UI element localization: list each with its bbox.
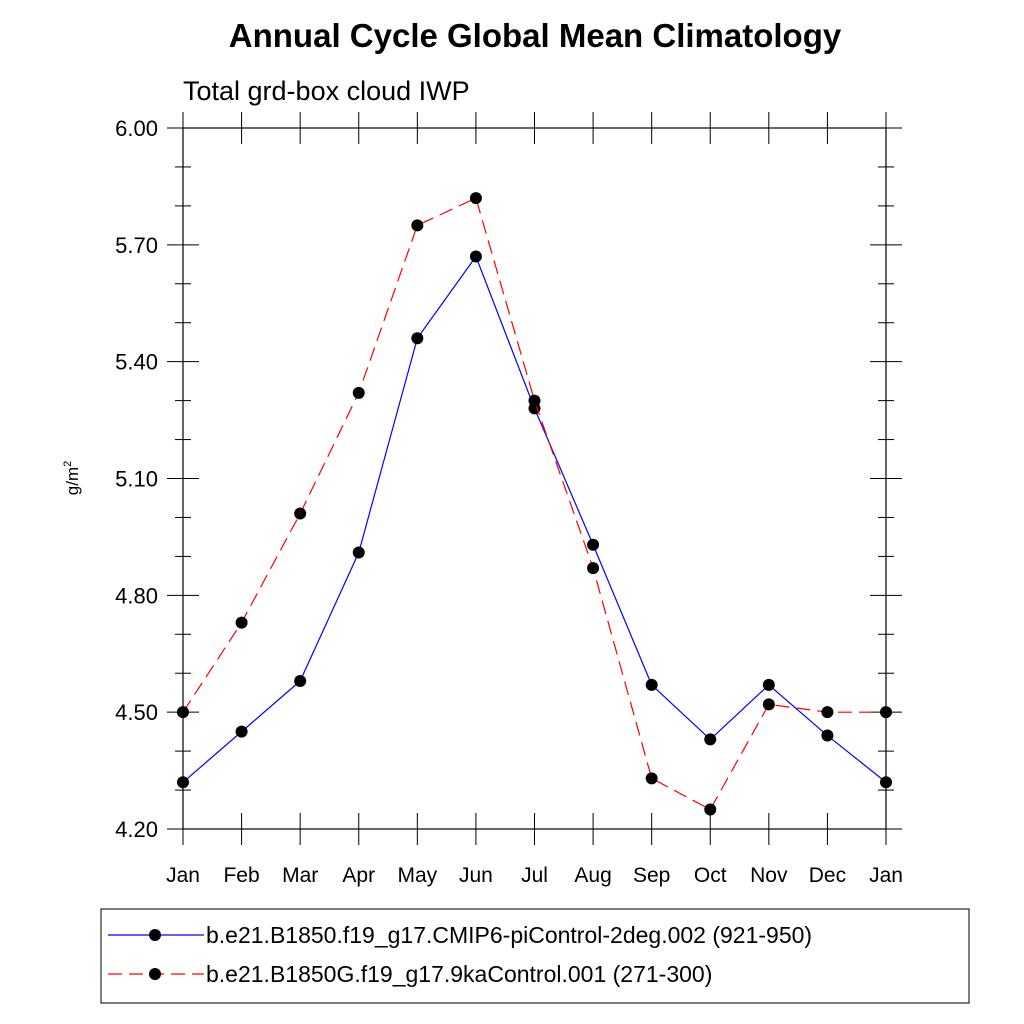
data-point — [587, 538, 600, 551]
x-tick-label: Oct — [694, 864, 727, 887]
y-tick-label: 5.40 — [115, 350, 158, 375]
x-tick-label: Aug — [574, 864, 611, 887]
data-point — [469, 192, 482, 205]
data-point — [352, 386, 365, 399]
data-point — [587, 562, 600, 575]
x-tick-label: Feb — [223, 864, 259, 887]
data-point — [294, 507, 307, 520]
data-point — [704, 803, 717, 816]
x-tick-label: Dec — [809, 864, 846, 887]
y-tick-label: 6.00 — [115, 116, 158, 141]
data-point — [880, 706, 892, 719]
legend-box — [100, 908, 970, 1004]
series-line — [182, 197, 886, 811]
data-point — [704, 733, 717, 746]
data-point — [235, 616, 248, 629]
legend-label: b.e21.B1850.f19_g17.CMIP6-piControl-2deg… — [206, 922, 812, 948]
x-tick-label: Jan — [869, 864, 903, 887]
y-tick-label: 4.20 — [115, 817, 158, 842]
x-tick-label: Sep — [633, 864, 670, 887]
x-tick-label: Apr — [342, 864, 375, 887]
y-axis-label-text: g/m — [63, 467, 82, 495]
series-layer — [177, 192, 892, 816]
y-tick-label: 5.10 — [115, 467, 158, 492]
x-tick-label: Jul — [521, 864, 548, 887]
y-tick-label: 5.70 — [115, 233, 158, 258]
data-point — [177, 706, 189, 719]
data-point — [821, 729, 834, 742]
legend-marker — [149, 929, 161, 941]
data-point — [528, 394, 541, 407]
data-point — [235, 725, 248, 738]
data-point — [294, 675, 307, 688]
x-tick-label: Nov — [750, 864, 788, 887]
data-point — [880, 776, 892, 789]
series-1 — [177, 192, 892, 816]
data-point — [821, 706, 834, 719]
data-point — [762, 678, 775, 691]
series-line — [182, 255, 887, 783]
plot-frame — [182, 127, 887, 830]
data-point — [411, 332, 424, 345]
y-tick-label: 4.80 — [115, 583, 158, 608]
x-tick-label: Mar — [282, 864, 318, 887]
chart-subtitle: Total grd-box cloud IWP — [183, 76, 470, 106]
plot-axes: 4.20 4.50 4.80 5.10 5.40 5.70 6.00 Jan Feb Mar Apr… — [115, 112, 903, 887]
y-axis-label-superscript: 2 — [62, 461, 74, 467]
y-tick-label: 4.50 — [115, 700, 158, 725]
data-point — [469, 250, 482, 263]
data-point — [352, 546, 365, 559]
x-tick-label: May — [397, 864, 437, 887]
legend-label: b.e21.B1850G.f19_g17.9kaControl.001 (271… — [206, 961, 712, 987]
data-point — [645, 772, 658, 785]
data-point — [645, 678, 658, 691]
x-tick-label: Jan — [166, 864, 200, 887]
data-point — [411, 219, 424, 232]
legend-marker — [149, 968, 161, 980]
data-point — [177, 776, 189, 789]
x-tick-label: Jun — [459, 864, 493, 887]
y-axis-label: g/m2 — [62, 461, 82, 495]
series-0 — [177, 250, 892, 789]
legend: b.e21.B1850.f19_g17.CMIP6-piControl-2deg… — [100, 908, 970, 1004]
chart-title: Annual Cycle Global Mean Climatology — [229, 17, 842, 54]
data-point — [762, 698, 775, 711]
